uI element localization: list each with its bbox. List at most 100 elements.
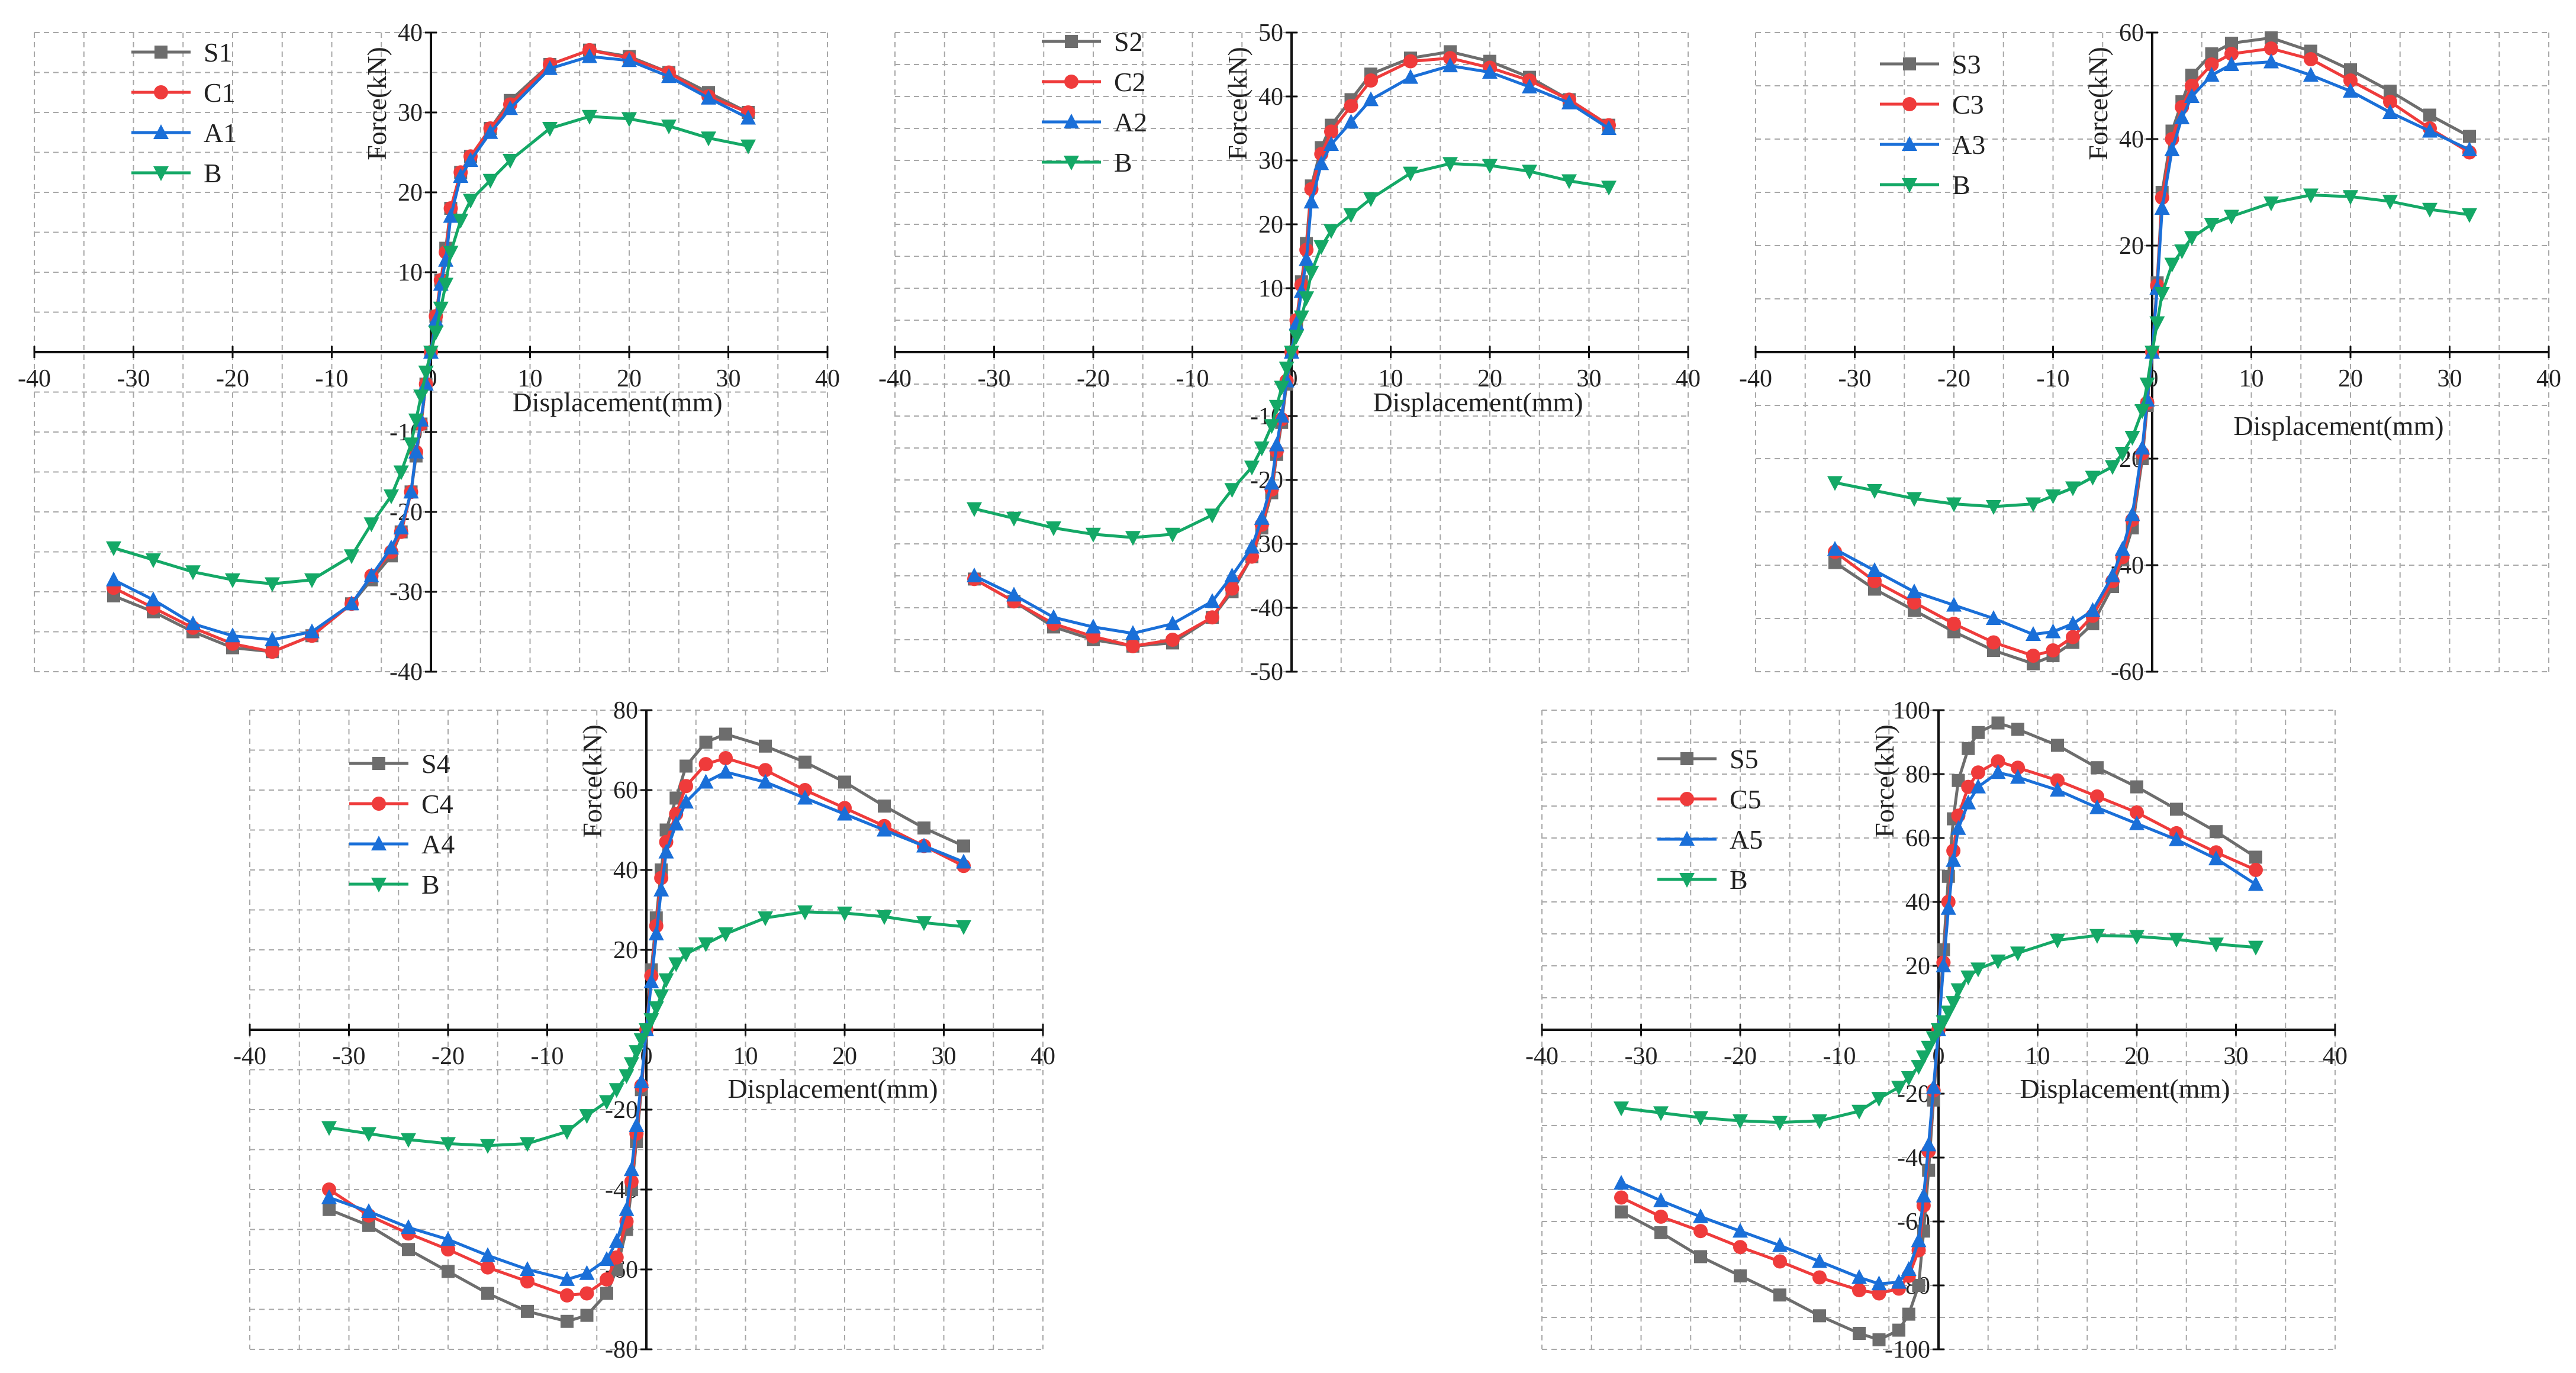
data-point-A4: [629, 1117, 645, 1132]
data-point-B: [701, 131, 716, 147]
data-point-S3: [1828, 556, 1841, 569]
x-tick-label: 30: [1577, 365, 1602, 392]
data-point-A4: [361, 1203, 376, 1219]
data-point-A3: [1827, 541, 1843, 556]
x-tick-label: -40: [18, 365, 51, 392]
chart-panel-5: -40-30-20-10010203040-100-80-60-40-20204…: [1525, 697, 2348, 1364]
x-tick-label: 20: [2124, 1043, 2149, 1070]
data-point-B: [2026, 497, 2041, 513]
y-tick-label: 60: [613, 777, 638, 804]
y-tick-label: -60: [2111, 659, 2144, 686]
data-point-A3: [1946, 597, 1962, 612]
series-B: [967, 157, 1617, 546]
data-point-B: [1772, 1116, 1788, 1131]
data-point-B: [463, 194, 478, 209]
data-point-A5: [1871, 1275, 1887, 1291]
data-point-C2: [1205, 610, 1219, 625]
data-point-B: [1293, 310, 1309, 325]
data-point-B: [1482, 159, 1498, 174]
data-point-A5: [2248, 876, 2263, 891]
series-B: [1827, 188, 2477, 515]
data-point-A2: [1324, 136, 1339, 151]
data-point-A1: [146, 591, 161, 607]
data-point-A5: [1911, 1232, 1927, 1248]
data-point-B: [1303, 266, 1319, 281]
legend-label-B: B: [204, 158, 222, 188]
x-tick-label: -40: [878, 365, 912, 392]
data-point-A4: [623, 1161, 639, 1177]
data-point-S3: [2463, 130, 2476, 143]
data-point-C3: [1907, 595, 1921, 610]
data-point-A3: [2045, 623, 2061, 639]
data-point-B: [2224, 210, 2239, 225]
data-point-A4: [440, 1231, 456, 1246]
data-point-B: [1901, 1071, 1917, 1086]
data-point-B: [344, 549, 359, 565]
data-point-B: [418, 365, 434, 381]
data-point-B: [623, 1057, 639, 1072]
data-point-A2: [1299, 251, 1315, 266]
data-point-A1: [304, 623, 320, 639]
data-point-C3: [2046, 643, 2060, 658]
data-point-S4: [917, 821, 930, 835]
legend-label-S4: S4: [421, 749, 450, 779]
data-point-A1: [701, 89, 716, 105]
data-point-A4: [619, 1201, 635, 1216]
data-point-C4: [481, 1260, 495, 1275]
data-point-A3: [2026, 626, 2041, 641]
data-point-B: [401, 1133, 416, 1148]
data-point-B: [967, 502, 982, 517]
data-point-A3: [2184, 88, 2200, 103]
legend: S3 C3 A3 B: [1880, 49, 1985, 200]
data-point-B: [1224, 483, 1240, 498]
data-point-B: [1324, 224, 1339, 239]
legend-marker: [372, 757, 385, 770]
data-point-B: [1403, 166, 1418, 182]
data-point-S5: [2130, 780, 2143, 794]
y-tick-label: 30: [398, 99, 423, 127]
y-tick-label: 40: [613, 857, 638, 884]
data-point-C2: [1344, 99, 1358, 114]
data-point-B: [361, 1127, 376, 1142]
legend-marker: [1680, 752, 1693, 765]
data-point-A1: [428, 312, 444, 327]
x-tick-label: 30: [2224, 1043, 2249, 1070]
data-point-B: [2343, 190, 2358, 205]
data-point-B: [1891, 1081, 1907, 1096]
data-point-B: [225, 573, 240, 588]
data-point-B: [1921, 1040, 1937, 1056]
data-point-C3: [2066, 630, 2080, 644]
data-point-C4: [560, 1288, 574, 1303]
legend-marker: [1679, 873, 1695, 888]
data-point-B: [2248, 940, 2263, 956]
data-point-S5: [1773, 1288, 1786, 1302]
data-point-A2: [1561, 94, 1577, 109]
x-tick-label: 40: [815, 365, 840, 392]
data-point-B: [837, 906, 852, 921]
data-point-B: [877, 910, 892, 925]
data-point-B: [428, 325, 444, 341]
y-axis-title: Force(kN): [2083, 47, 2113, 160]
data-point-S5: [1813, 1309, 1826, 1323]
data-point-A4: [718, 763, 733, 779]
data-point-A2: [1313, 155, 1329, 170]
data-point-A1: [403, 484, 419, 499]
data-point-B: [698, 937, 714, 952]
data-point-B: [1006, 511, 1022, 527]
x-tick-label: -10: [315, 365, 349, 392]
data-point-B: [1313, 240, 1329, 255]
data-point-A2: [1006, 586, 1022, 602]
data-point-B: [413, 389, 429, 405]
data-point-B: [438, 278, 454, 293]
legend-marker: [153, 124, 169, 139]
data-point-B: [265, 577, 280, 592]
data-point-A3: [1867, 562, 1882, 577]
x-tick-label: -40: [1525, 1043, 1559, 1070]
x-tick-label: -10: [1176, 365, 1209, 392]
y-tick-label: 20: [1258, 211, 1283, 238]
data-point-B: [619, 1069, 635, 1084]
data-point-A2: [1224, 568, 1240, 582]
y-tick-label: -30: [389, 579, 423, 606]
data-point-S4: [838, 775, 851, 789]
data-point-B: [582, 109, 597, 125]
